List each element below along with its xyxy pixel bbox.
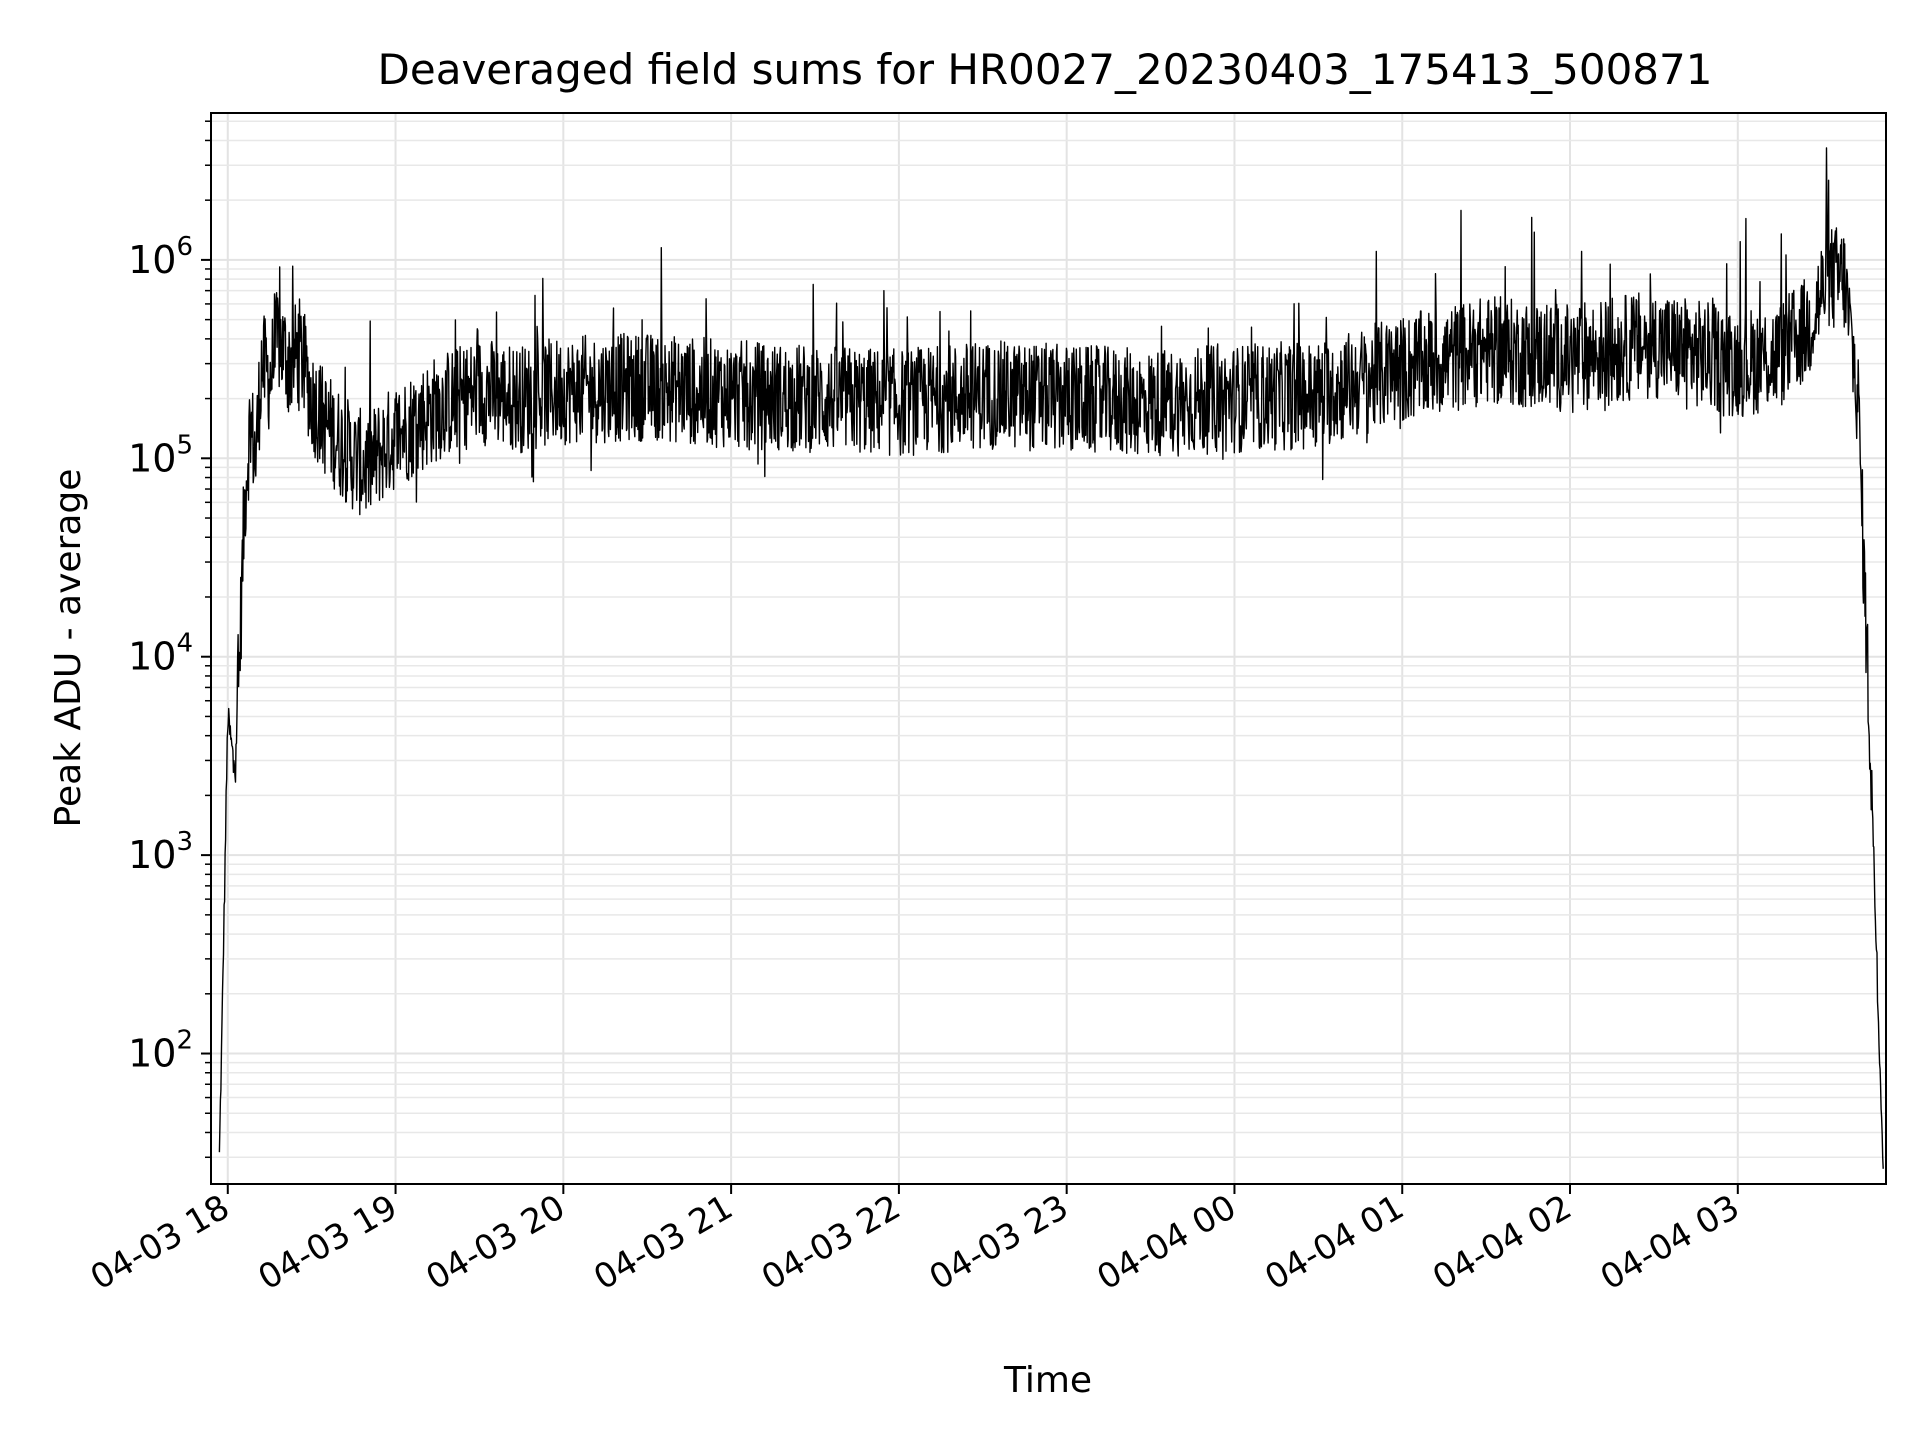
chart-title: Deaveraged field sums for HR0027_2023040… (378, 45, 1713, 94)
y-tick-label: 105 (128, 430, 193, 480)
y-axis: 102 103 104 105 106 (128, 120, 211, 1159)
y-tick-label: 106 (128, 232, 193, 282)
y-tick-label: 103 (128, 827, 193, 877)
series-line (218, 147, 1884, 1169)
y-axis-label: Peak ADU - average (48, 469, 89, 828)
y-tick-label: 104 (128, 629, 193, 679)
y-tick-label: 102 (128, 1026, 193, 1076)
grid (211, 113, 1886, 1184)
x-axis-label: Time (1003, 1360, 1092, 1401)
plot-frame (210, 112, 1887, 1185)
series-group (218, 147, 1884, 1169)
